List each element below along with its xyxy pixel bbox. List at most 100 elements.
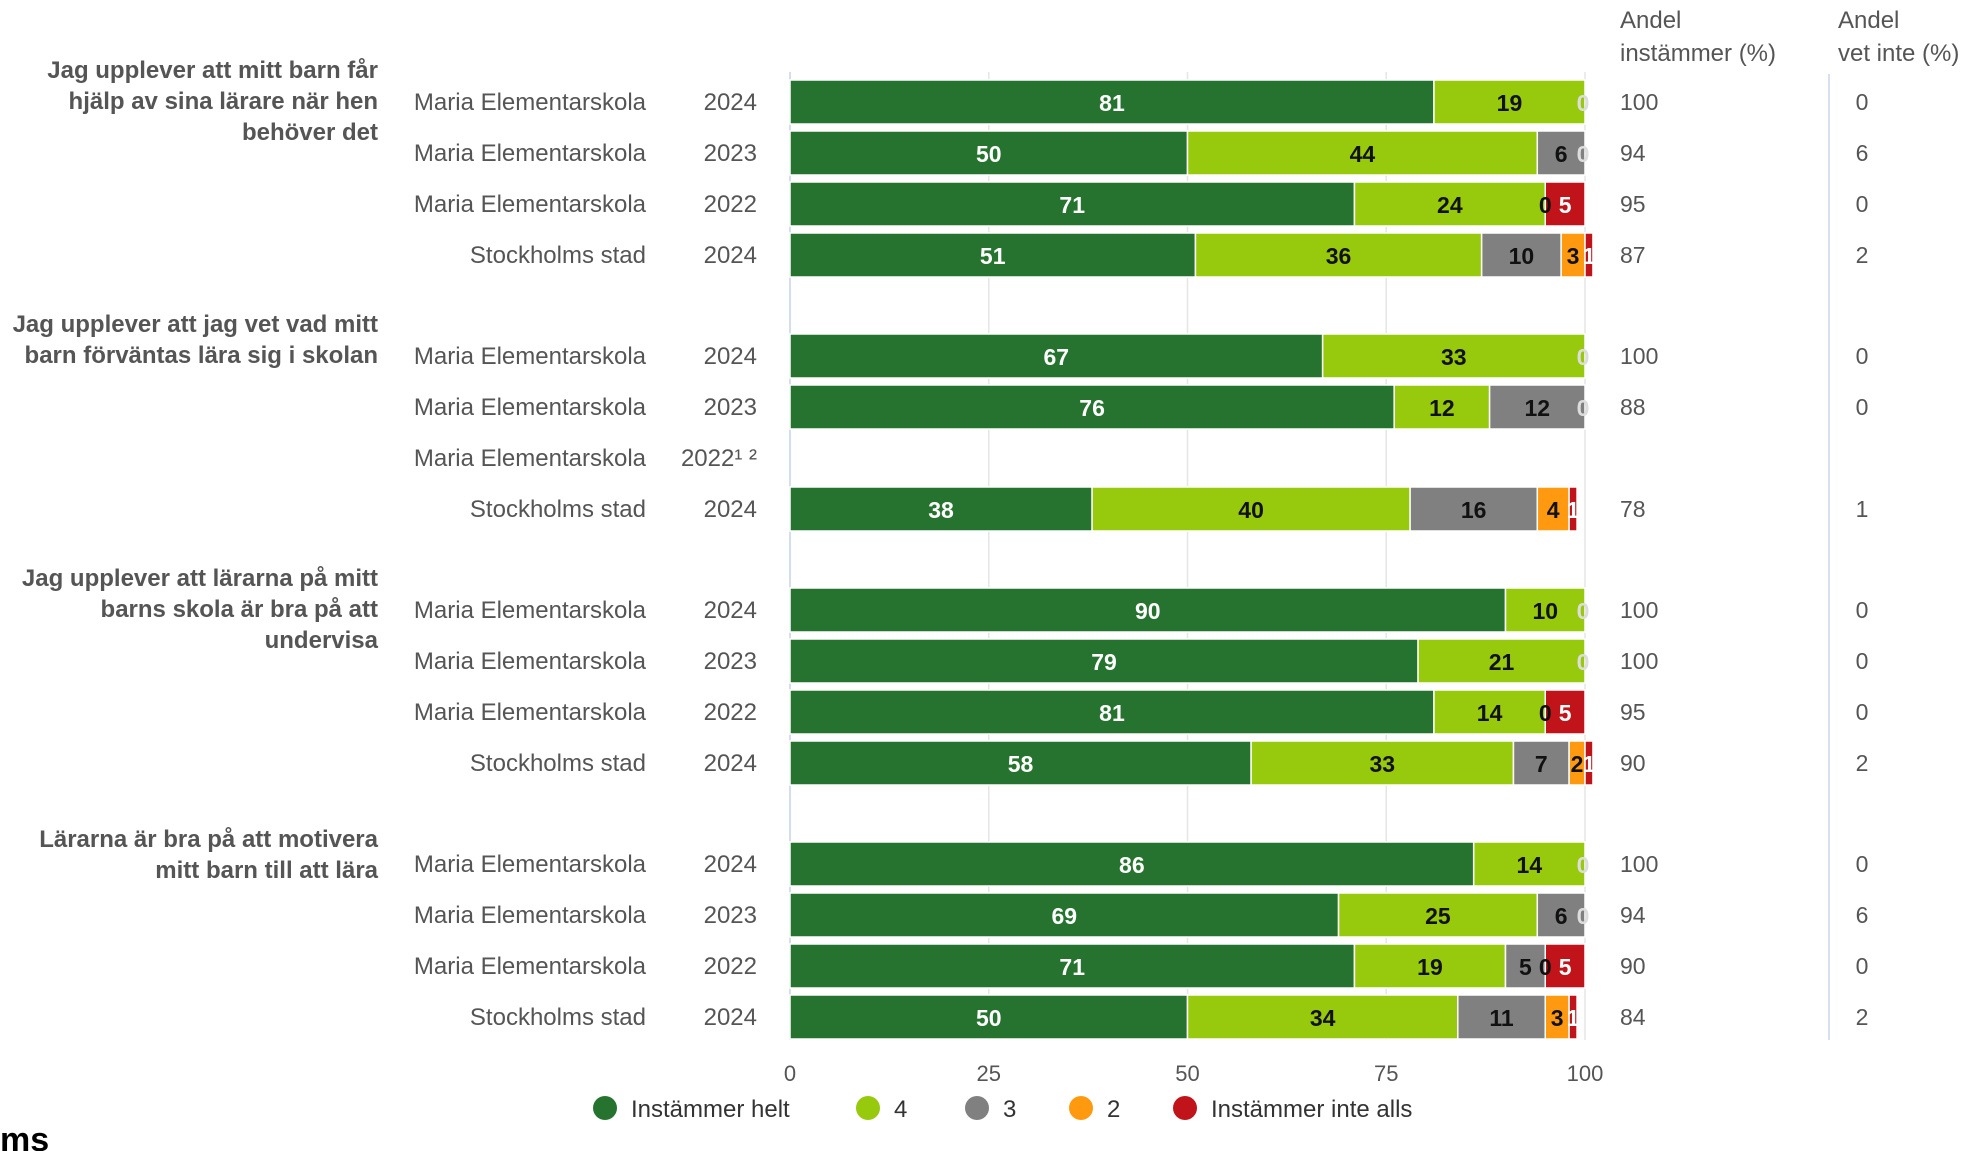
x-tick-label: 25 — [977, 1061, 1001, 1086]
row-year-label: 2024 — [704, 89, 757, 116]
bar-data-label: 0 — [1577, 598, 1590, 624]
bar-segment — [789, 638, 1419, 684]
bar-segment — [1504, 587, 1586, 633]
bar-data-label: 6 — [1555, 141, 1568, 167]
bar-data-label: 24 — [1437, 192, 1463, 218]
bar-segment — [1568, 486, 1578, 532]
dont-know-value: 0 — [1856, 597, 1869, 623]
bar-data-label: 25 — [1425, 903, 1451, 929]
bar-segment — [789, 587, 1507, 633]
agree-value: 78 — [1620, 496, 1646, 522]
bar-segment — [1544, 689, 1586, 735]
agree-value: 100 — [1620, 648, 1658, 674]
bar-segment — [1512, 740, 1570, 786]
bar-data-label: 40 — [1238, 497, 1264, 523]
agree-header: Andel — [1620, 7, 1681, 34]
bar-data-label: 10 — [1532, 598, 1558, 624]
bar-segment — [1433, 689, 1546, 735]
bar-data-label: 90 — [1135, 598, 1161, 624]
bar-segment — [789, 943, 1356, 989]
legend-marker — [593, 1096, 617, 1120]
question-title: behöver det — [242, 119, 378, 146]
bar-data-label: 6 — [1555, 903, 1568, 929]
agree-value: 87 — [1620, 242, 1646, 268]
bar-segment — [1433, 79, 1586, 125]
bar-segment — [789, 892, 1340, 938]
bar-data-label: 69 — [1051, 903, 1077, 929]
agree-value: 94 — [1620, 902, 1646, 928]
row-entity-label: Maria Elementarskola — [414, 394, 647, 421]
bar-data-label: 71 — [1059, 192, 1085, 218]
agree-value: 100 — [1620, 851, 1658, 877]
dont-know-header: Andel — [1838, 7, 1899, 34]
question-title: Jag upplever att mitt barn får — [47, 57, 378, 84]
x-tick-label: 0 — [784, 1061, 796, 1086]
legend-label: 4 — [894, 1096, 907, 1123]
bar-data-label: 50 — [976, 141, 1002, 167]
legend: Instämmer helt 4 3 2 Instämmer inte alls — [593, 1096, 1412, 1123]
bar-segment — [1568, 994, 1578, 1040]
labels-layer: Jag upplever att mitt barn får hjälp av s… — [13, 57, 1596, 1031]
agree-value: 100 — [1620, 597, 1658, 623]
agree-header: instämmer (%) — [1620, 40, 1776, 67]
row-entity-label: Maria Elementarskola — [414, 953, 647, 980]
bar-segment — [1536, 130, 1586, 176]
bar-data-label: 11 — [1489, 1005, 1514, 1031]
legend-marker — [856, 1096, 880, 1120]
dont-know-value: 0 — [1856, 953, 1869, 979]
dont-know-value: 6 — [1856, 140, 1869, 166]
bar-data-label: 81 — [1099, 700, 1125, 726]
dont-know-value: 0 — [1856, 648, 1869, 674]
row-year-label: 2022 — [704, 699, 757, 726]
bar-data-label: 5 — [1559, 700, 1572, 726]
bar-data-label: 36 — [1326, 243, 1352, 269]
x-tick-label: 75 — [1374, 1061, 1398, 1086]
bar-segment — [1250, 740, 1515, 786]
bar-data-label: 5 — [1559, 954, 1572, 980]
legend-label: Instämmer helt — [631, 1096, 790, 1123]
bar-segment — [1186, 130, 1539, 176]
bar-segment — [789, 232, 1197, 278]
bar-data-label: 0 — [1577, 852, 1590, 878]
bar-segment — [1472, 841, 1586, 887]
bar-segment — [1337, 892, 1539, 938]
row-year-label: 2022¹ ² — [681, 445, 757, 472]
bar-segment — [1194, 232, 1483, 278]
bar-data-label: 12 — [1429, 395, 1455, 421]
bar-segment — [1353, 181, 1546, 227]
row-year-label: 2024 — [704, 496, 757, 523]
bar-segment — [1504, 943, 1546, 989]
row-entity-label: Maria Elementarskola — [414, 648, 647, 675]
x-tick-label: 50 — [1175, 1061, 1199, 1086]
bar-data-label: 33 — [1441, 344, 1467, 370]
row-entity-label: Maria Elementarskola — [414, 191, 647, 218]
question-title: barn förväntas lära sig i skolan — [25, 342, 378, 369]
bar-segment — [1584, 740, 1594, 786]
bar-data-label: 4 — [1547, 497, 1560, 523]
bar-data-label: 16 — [1461, 497, 1487, 523]
bar-segment — [1417, 638, 1586, 684]
bar-segment — [789, 740, 1252, 786]
question-title: barns skola är bra på att — [101, 596, 378, 623]
bar-data-label: 14 — [1477, 700, 1503, 726]
legend-label: Instämmer inte alls — [1211, 1096, 1412, 1123]
bar-segment — [789, 689, 1435, 735]
bar-data-label: 33 — [1369, 751, 1395, 777]
bar-data-label: 19 — [1417, 954, 1443, 980]
bar-segment — [789, 994, 1189, 1040]
dont-know-value: 0 — [1856, 851, 1869, 877]
agree-value: 88 — [1620, 394, 1646, 420]
legend-marker — [1069, 1096, 1093, 1120]
agree-value: 100 — [1620, 343, 1658, 369]
agree-value: 84 — [1620, 1004, 1646, 1030]
bar-data-label: 51 — [980, 243, 1006, 269]
bar-segment — [789, 333, 1324, 379]
bar-segment — [1536, 486, 1570, 532]
bar-segment — [789, 384, 1395, 430]
bar-data-label: 0 — [1577, 344, 1590, 370]
bar-segment — [1584, 232, 1594, 278]
bar-data-label: 0 — [1577, 903, 1590, 929]
question-title: Lärarna är bra på att motivera — [39, 826, 378, 853]
